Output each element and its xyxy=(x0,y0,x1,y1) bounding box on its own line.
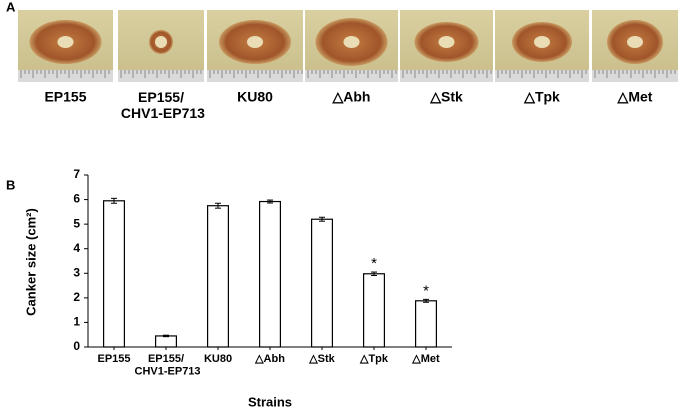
y-tick-label: 7 xyxy=(73,167,80,181)
y-tick-label: 5 xyxy=(73,216,80,230)
x-tick-label: △Stk xyxy=(308,353,335,365)
y-tick-label: 1 xyxy=(73,315,80,329)
x-tick-label: △Tpk xyxy=(359,353,389,365)
y-tick-label: 3 xyxy=(73,265,80,279)
inoculation-site xyxy=(534,36,550,48)
ruler xyxy=(207,70,303,82)
inoculation-site xyxy=(57,36,74,48)
bar xyxy=(102,200,125,348)
x-tick-label: EP155/ CHV1-EP713 xyxy=(131,353,200,378)
x-tick-label: △Abh xyxy=(254,353,285,365)
chart: 0 1 2 3 4 5 6 7 Canker size (cm²) Strains EP155 EP1… xyxy=(23,167,452,409)
bar xyxy=(363,273,386,348)
ruler xyxy=(18,70,113,82)
panel-label: A xyxy=(6,0,16,14)
y-tick-label: 6 xyxy=(73,192,80,206)
x-axis-label: Strains xyxy=(248,394,292,409)
bar xyxy=(207,205,230,348)
inoculation-site xyxy=(247,36,263,48)
x-tick-label: KU80 xyxy=(204,353,232,365)
bar xyxy=(259,200,282,348)
inoculation-site xyxy=(155,36,167,48)
sample-label: △Abh xyxy=(332,89,371,105)
ruler xyxy=(495,70,589,82)
significance-mark: * xyxy=(423,282,429,299)
y-tick-label: 0 xyxy=(73,339,80,353)
y-tick-label: 4 xyxy=(73,241,80,255)
inoculation-site xyxy=(343,36,360,48)
sample-label: △Stk xyxy=(429,89,463,105)
sample-label: △Tpk xyxy=(523,89,560,105)
sample-label: EP155/ CHV1-EP713 xyxy=(117,89,205,121)
sample-label: △Met xyxy=(617,89,653,105)
bar xyxy=(311,218,334,348)
ruler xyxy=(592,70,678,82)
x-tick-label: EP155 xyxy=(97,353,130,365)
y-tick-label: 2 xyxy=(73,290,80,304)
significance-mark: * xyxy=(371,255,377,272)
photo-row: EP155 EP155/ CHV1-EP713 KU80 △Abh △Stk △Tpk △M… xyxy=(18,10,678,121)
bar xyxy=(155,335,178,348)
panel-label: B xyxy=(6,177,15,192)
ruler xyxy=(118,70,204,82)
x-tick-label: △Met xyxy=(411,353,440,365)
bar xyxy=(415,300,438,348)
sample-label: KU80 xyxy=(237,89,273,105)
y-axis-label: Canker size (cm²) xyxy=(23,208,38,316)
inoculation-site xyxy=(438,36,455,48)
sample-label: EP155 xyxy=(44,89,86,105)
inoculation-site xyxy=(627,36,643,48)
